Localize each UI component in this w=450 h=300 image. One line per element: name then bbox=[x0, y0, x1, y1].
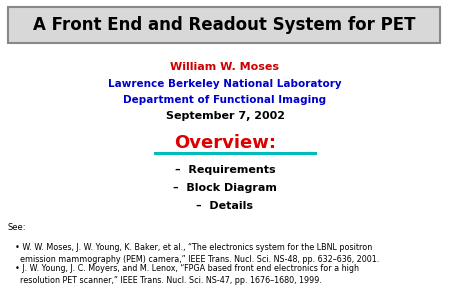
Text: Lawrence Berkeley National Laboratory: Lawrence Berkeley National Laboratory bbox=[108, 79, 342, 89]
Text: –  Details: – Details bbox=[197, 201, 253, 211]
Text: Department of Functional Imaging: Department of Functional Imaging bbox=[123, 95, 327, 105]
Text: –  Requirements: – Requirements bbox=[175, 165, 275, 175]
Text: See:: See: bbox=[8, 224, 27, 232]
Text: William W. Moses: William W. Moses bbox=[171, 62, 279, 72]
FancyBboxPatch shape bbox=[8, 7, 440, 43]
Text: • J. W. Young, J. C. Moyers, and M. Lenox, “FPGA based front end electronics for: • J. W. Young, J. C. Moyers, and M. Leno… bbox=[15, 264, 359, 285]
Text: A Front End and Readout System for PET: A Front End and Readout System for PET bbox=[33, 16, 415, 34]
Text: –  Block Diagram: – Block Diagram bbox=[173, 183, 277, 193]
Text: September 7, 2002: September 7, 2002 bbox=[166, 111, 284, 121]
Text: Overview:: Overview: bbox=[174, 134, 276, 152]
Text: • W. W. Moses, J. W. Young, K. Baker, et al., “The electronics system for the LB: • W. W. Moses, J. W. Young, K. Baker, et… bbox=[15, 243, 379, 264]
